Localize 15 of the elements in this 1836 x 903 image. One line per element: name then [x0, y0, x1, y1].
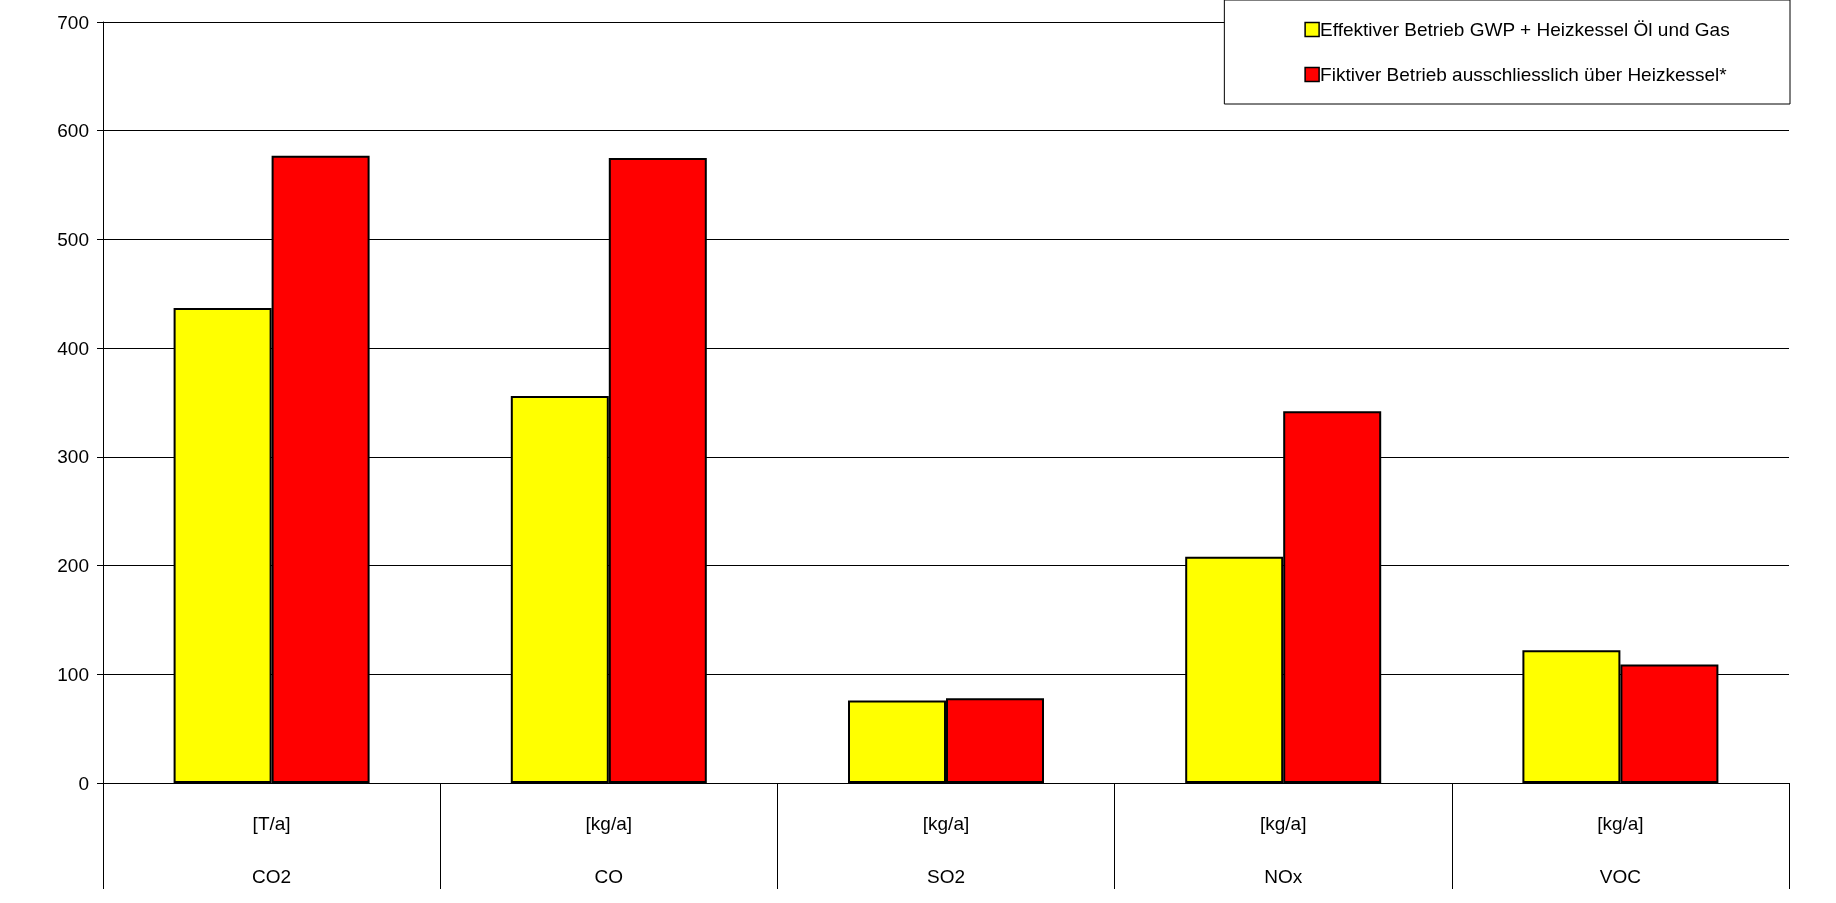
- legend-label: Fiktiver Betrieb ausschliesslich über Heizkessel*: [1320, 64, 1728, 85]
- category-label: [kg/a] SO2: [922, 813, 970, 887]
- category-label: [T/a] CO2: [252, 813, 292, 887]
- y-tick-label: 500: [57, 228, 89, 250]
- y-tick-label: 700: [57, 11, 89, 33]
- y-tick-label: 200: [57, 555, 89, 577]
- y-tick-label: 100: [57, 663, 89, 685]
- category-label: [kg/a] NOx: [1259, 813, 1307, 887]
- category-label: [kg/a] CO: [585, 813, 633, 887]
- legend-label: Effektiver Betrieb GWP + Heizkessel Öl und Gas: [1320, 19, 1730, 40]
- y-tick-label: 300: [57, 446, 89, 468]
- y-tick-label: 400: [57, 337, 89, 359]
- y-tick-label: 600: [57, 120, 89, 142]
- category-label: [kg/a] VOC: [1597, 813, 1644, 887]
- y-tick-label: 0: [78, 772, 89, 794]
